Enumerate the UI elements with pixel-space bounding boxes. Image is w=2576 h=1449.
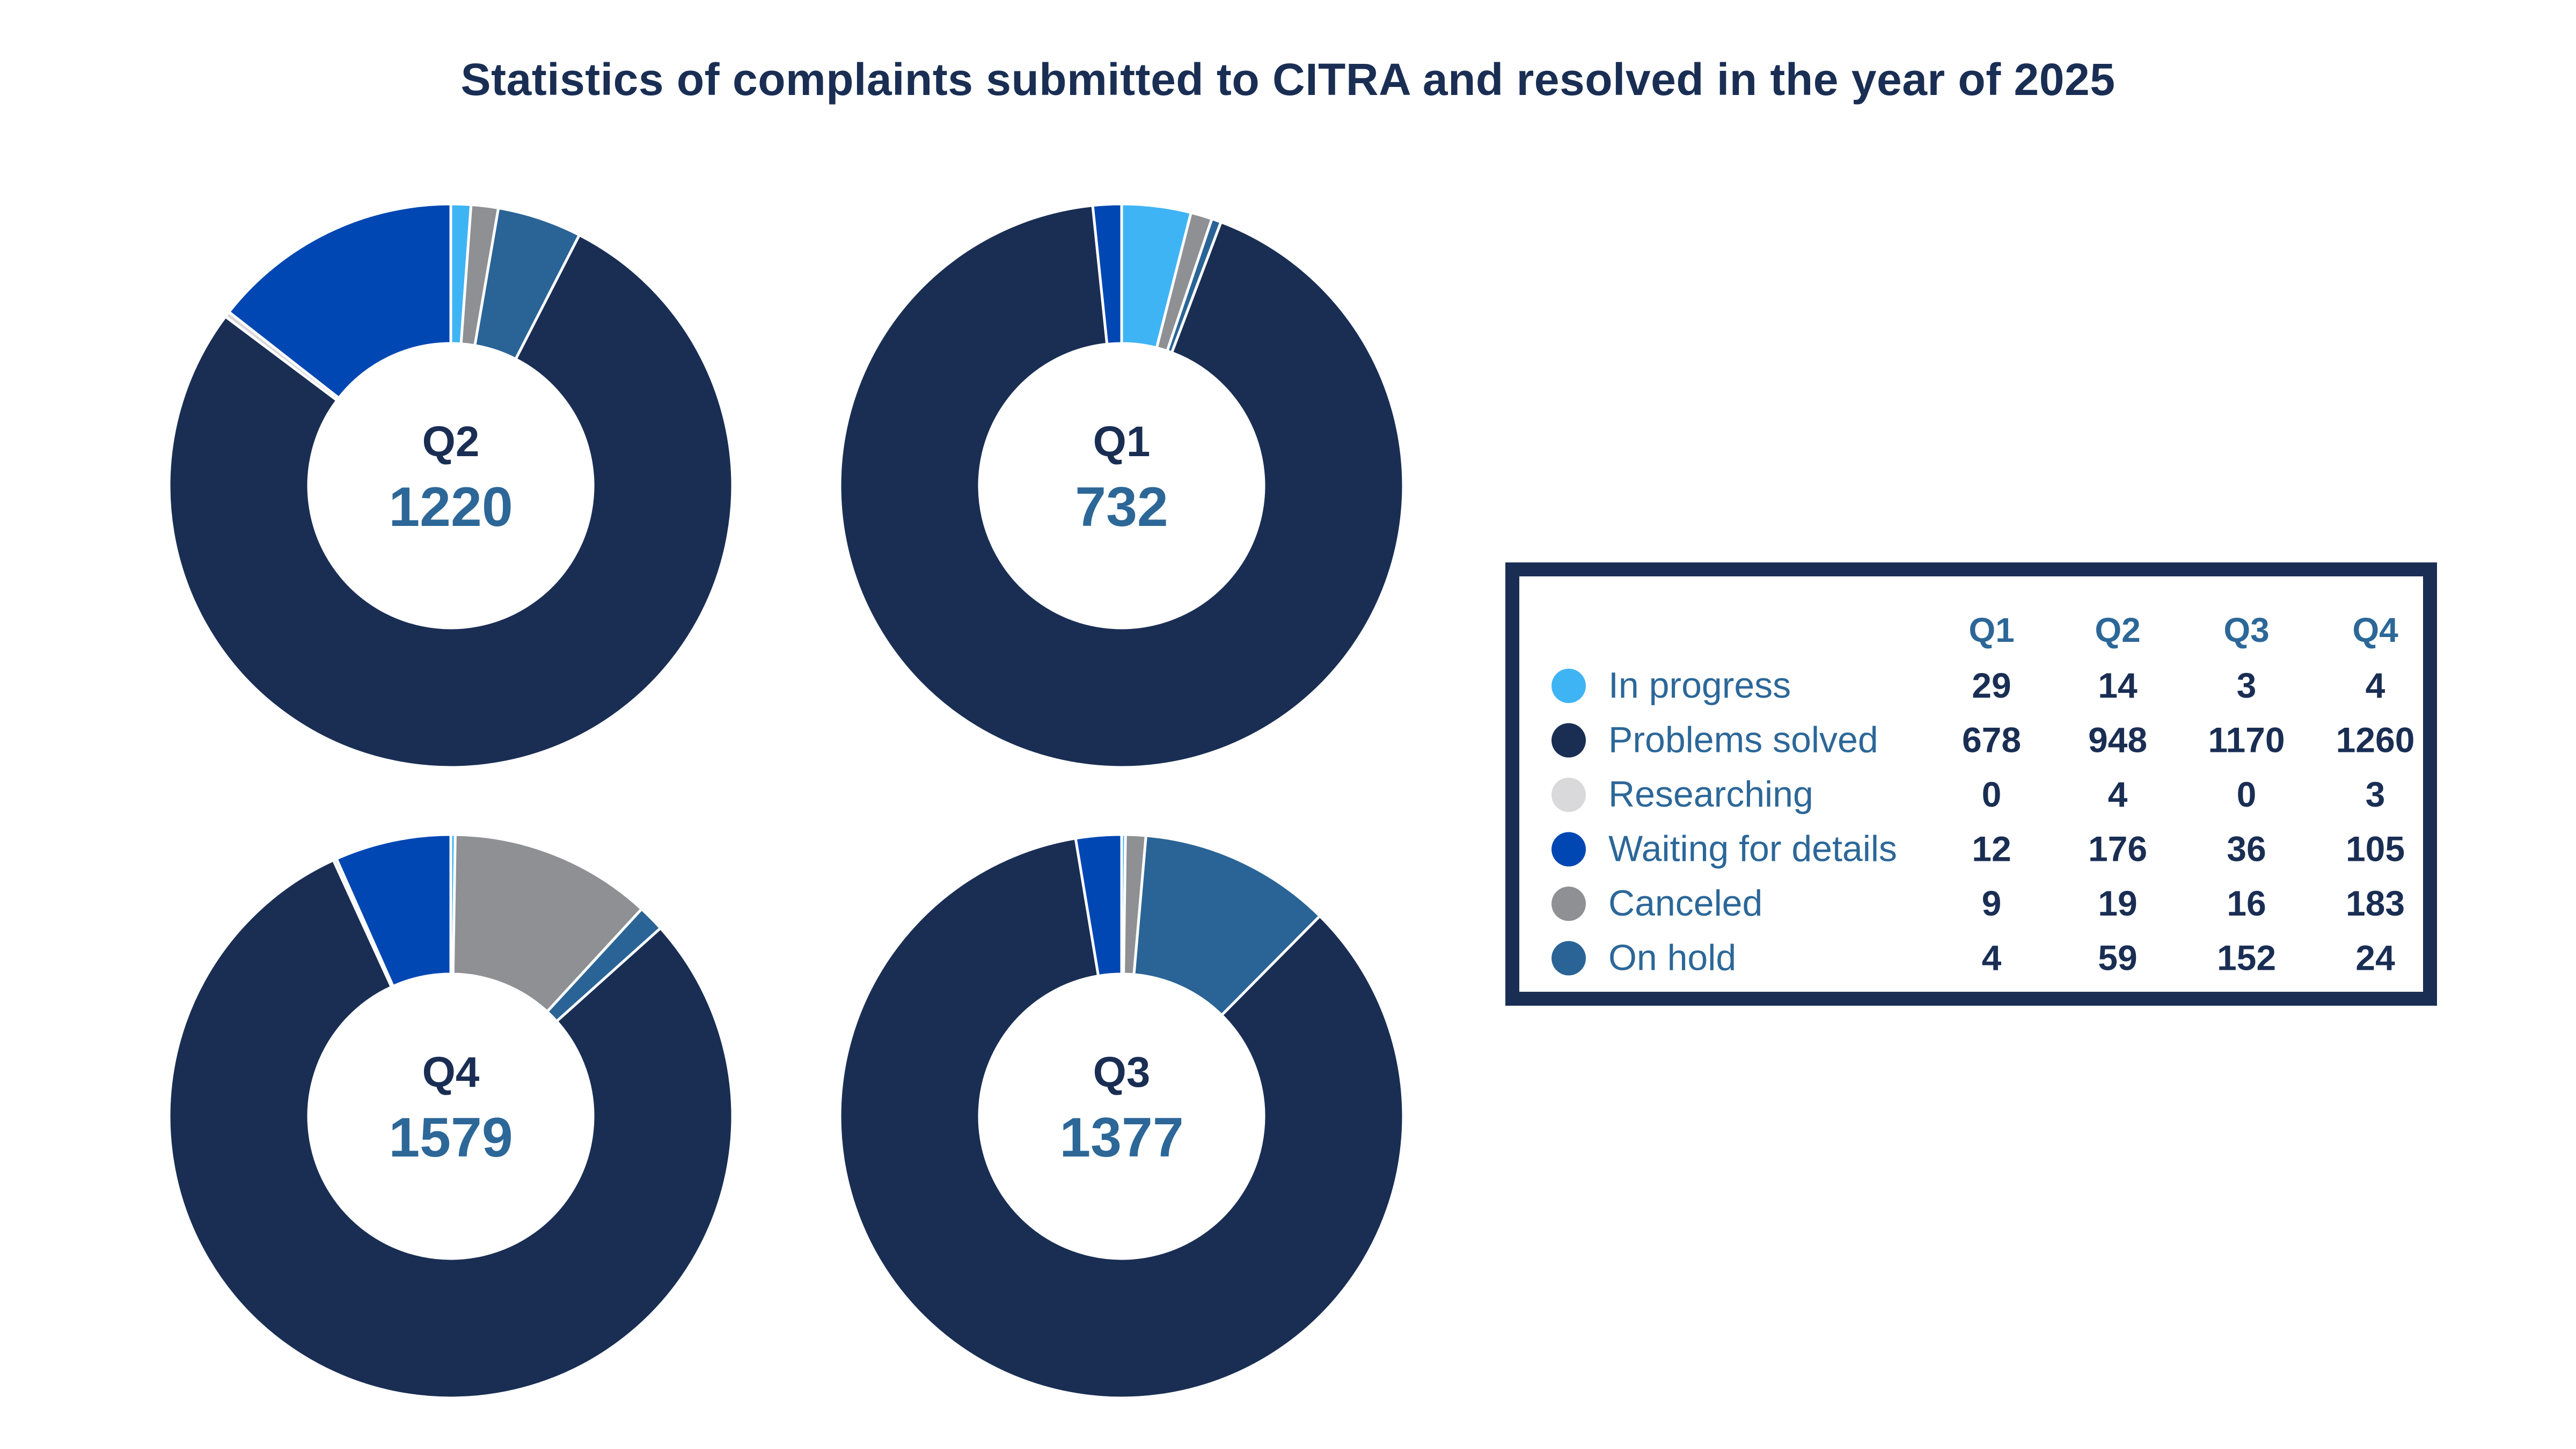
table-cell-canceled-q3: 16 xyxy=(2227,883,2266,923)
table-cell-canceled-q2: 19 xyxy=(2098,883,2137,923)
table-cell-waiting-for-details-q4: 105 xyxy=(2346,829,2405,869)
legend-label-waiting-for-details: Waiting for details xyxy=(1608,829,1897,869)
table-header-q3: Q3 xyxy=(2223,611,2269,649)
slice-q3-on-hold xyxy=(1132,834,1321,1017)
chart-title: Statistics of complaints submitted to CI… xyxy=(460,54,2116,105)
table-cell-waiting-for-details-q1: 12 xyxy=(1972,829,2011,869)
table-cell-researching-q1: 0 xyxy=(1982,774,2002,814)
table-cell-researching-q3: 0 xyxy=(2237,774,2257,814)
slice-q4-problems-solved xyxy=(167,859,734,1400)
legend-marker-researching xyxy=(1552,778,1586,812)
legend-marker-problems-solved xyxy=(1552,723,1586,758)
table-cell-researching-q2: 4 xyxy=(2108,774,2128,814)
slice-q1-problems-solved xyxy=(838,204,1405,769)
slice-q1-waiting-for-details xyxy=(1091,202,1123,346)
legend-label-canceled: Canceled xyxy=(1608,883,1762,924)
legend-label-researching: Researching xyxy=(1608,774,1813,815)
slice-q3-waiting-for-details xyxy=(1074,833,1123,978)
table-cell-waiting-for-details-q3: 36 xyxy=(2227,829,2266,869)
donut-quarter-label: Q2 xyxy=(422,418,480,465)
donut-quarter-label: Q4 xyxy=(422,1048,480,1096)
slice-q4-canceled xyxy=(451,833,643,1013)
table-header-q1: Q1 xyxy=(1968,611,2014,649)
table-cell-on-hold-q3: 152 xyxy=(2217,938,2276,978)
slice-q2-problems-solved xyxy=(167,233,734,769)
table-cell-on-hold-q2: 59 xyxy=(2098,938,2137,978)
slice-q4-waiting-for-details xyxy=(335,833,452,988)
table-cell-waiting-for-details-q2: 176 xyxy=(2088,829,2147,869)
legend-label-in-progress: In progress xyxy=(1608,665,1791,706)
donut-chart-q2: Q2 1220 xyxy=(166,201,735,770)
legend-marker-in-progress xyxy=(1552,669,1586,703)
table-cell-canceled-q1: 9 xyxy=(1982,883,2002,923)
donut-quarter-label: Q1 xyxy=(1093,418,1151,465)
legend-marker-canceled xyxy=(1552,887,1586,921)
table-cell-canceled-q4: 183 xyxy=(2346,883,2405,923)
table-cell-on-hold-q4: 24 xyxy=(2355,938,2395,978)
donut-chart-q3: Q3 1377 xyxy=(837,832,1406,1401)
table-cell-problems-solved-q4: 1260 xyxy=(2336,720,2415,760)
donut-total-label: 1220 xyxy=(389,476,513,538)
table-cell-in-progress-q4: 4 xyxy=(2366,665,2385,705)
table-header-q2: Q2 xyxy=(2095,611,2140,649)
legend-table: Q1 Q2 Q3 Q4 In progress 29 14 3 4 Problems solved… xyxy=(1505,562,2437,1006)
table-cell-on-hold-q1: 4 xyxy=(1982,938,2002,978)
slice-q2-waiting-for-details xyxy=(228,202,452,400)
table-cell-in-progress-q2: 14 xyxy=(2098,665,2138,705)
donut-chart-q1: Q1 732 xyxy=(837,201,1406,770)
legend-marker-on-hold xyxy=(1552,941,1586,976)
slice-q3-problems-solved xyxy=(838,837,1405,1400)
donut-quarter-label: Q3 xyxy=(1093,1048,1151,1096)
table-cell-researching-q4: 3 xyxy=(2366,774,2385,814)
table-cell-problems-solved-q1: 678 xyxy=(1962,720,2021,760)
table-header-q4: Q4 xyxy=(2352,611,2398,649)
table-cell-in-progress-q1: 29 xyxy=(1972,665,2011,705)
table-cell-problems-solved-q3: 1170 xyxy=(2208,720,2285,760)
table-cell-problems-solved-q2: 948 xyxy=(2088,720,2147,760)
legend-label-on-hold: On hold xyxy=(1608,938,1736,978)
legend-label-problems-solved: Problems solved xyxy=(1608,720,1878,760)
donut-total-label: 1579 xyxy=(389,1107,513,1169)
legend-marker-waiting-for-details xyxy=(1552,832,1586,867)
donut-total-label: 732 xyxy=(1075,476,1168,538)
table-cell-in-progress-q3: 3 xyxy=(2237,665,2257,705)
donut-chart-q4: Q4 1579 xyxy=(166,832,735,1401)
donut-total-label: 1377 xyxy=(1059,1107,1183,1169)
